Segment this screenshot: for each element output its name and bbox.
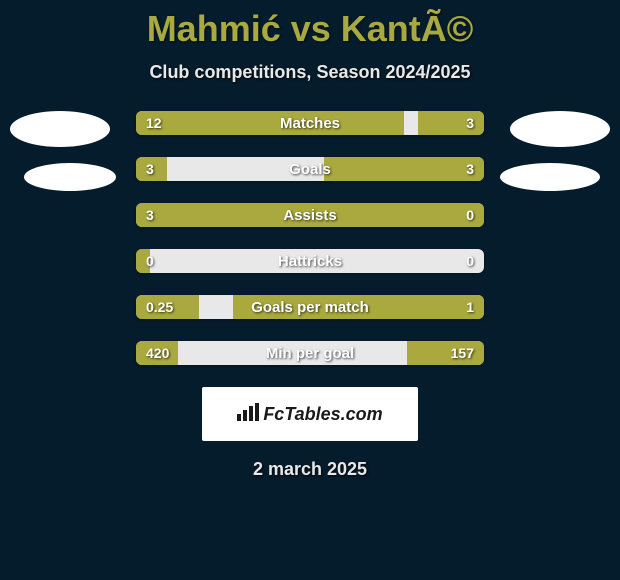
- stat-label: Min per goal: [136, 341, 484, 365]
- stat-right-value: 0: [466, 249, 474, 273]
- stat-right-value: 157: [451, 341, 474, 365]
- player-right-avatar-secondary: [500, 163, 600, 191]
- stat-right-value: 3: [466, 157, 474, 181]
- comparison-subtitle: Club competitions, Season 2024/2025: [0, 62, 620, 83]
- stat-label: Hattricks: [136, 249, 484, 273]
- stat-row: 3 Assists 0: [136, 203, 484, 227]
- stat-row: 3 Goals 3: [136, 157, 484, 181]
- stat-row: 0.25 Goals per match 1: [136, 295, 484, 319]
- footer-date: 2 march 2025: [0, 459, 620, 480]
- logo-text: FcTables.com: [237, 403, 382, 426]
- stat-right-value: 1: [466, 295, 474, 319]
- stat-row: 0 Hattricks 0: [136, 249, 484, 273]
- comparison-chart: 12 Matches 3 3 Goals 3 3 Assists 0 0 Hat…: [0, 111, 620, 480]
- stat-label: Matches: [136, 111, 484, 135]
- stat-row: 12 Matches 3: [136, 111, 484, 135]
- stat-bars: 12 Matches 3 3 Goals 3 3 Assists 0 0 Hat…: [136, 111, 484, 365]
- stat-row: 420 Min per goal 157: [136, 341, 484, 365]
- player-left-avatar-secondary: [24, 163, 116, 191]
- player-left-avatar-primary: [10, 111, 110, 147]
- bar-chart-icon: [237, 403, 259, 426]
- stat-right-value: 0: [466, 203, 474, 227]
- stat-label: Assists: [136, 203, 484, 227]
- fctables-logo[interactable]: FcTables.com: [202, 387, 418, 441]
- player-right-avatar-primary: [510, 111, 610, 147]
- comparison-title: Mahmić vs KantÃ©: [0, 0, 620, 50]
- stat-label: Goals per match: [136, 295, 484, 319]
- stat-label: Goals: [136, 157, 484, 181]
- stat-right-value: 3: [466, 111, 474, 135]
- logo-label: FcTables.com: [263, 404, 382, 425]
